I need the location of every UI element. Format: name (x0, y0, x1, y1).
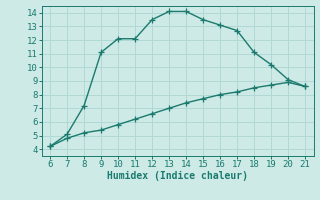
X-axis label: Humidex (Indice chaleur): Humidex (Indice chaleur) (107, 171, 248, 181)
